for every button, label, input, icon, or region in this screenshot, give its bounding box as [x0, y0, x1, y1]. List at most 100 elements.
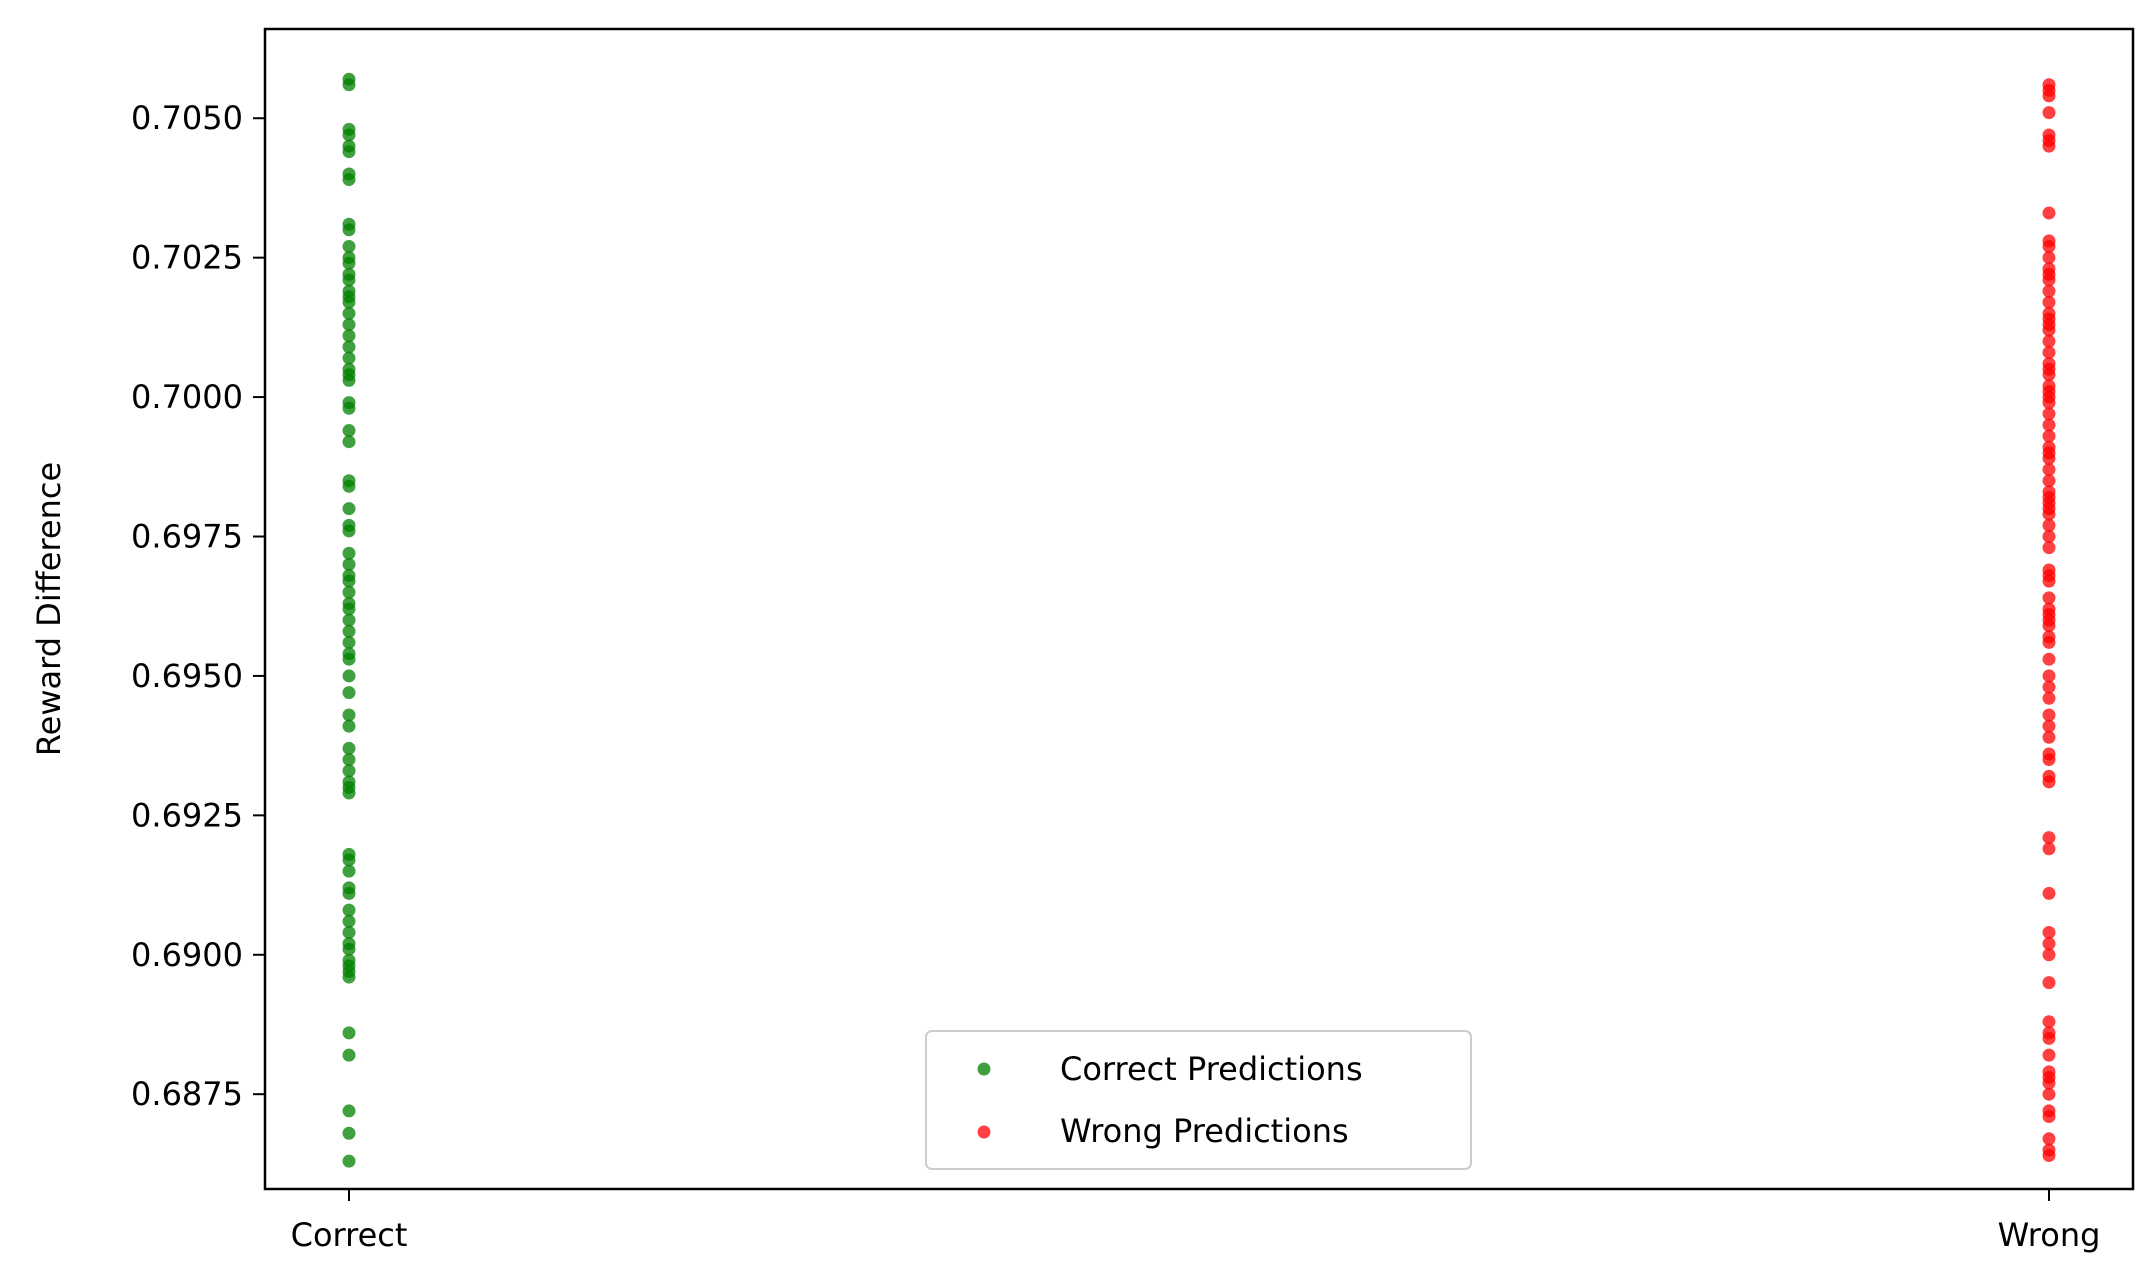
point-correct — [342, 652, 356, 666]
point-correct — [342, 240, 356, 253]
legend-label-wrong: Wrong Predictions — [1060, 1112, 1349, 1150]
point-wrong — [2042, 418, 2056, 432]
point-correct — [342, 318, 356, 332]
point-correct — [342, 719, 356, 733]
point-wrong — [2042, 842, 2056, 856]
point-wrong — [2042, 396, 2056, 410]
point-wrong — [2042, 251, 2056, 265]
point-correct — [342, 613, 356, 627]
point-correct — [342, 273, 356, 287]
point-correct — [342, 1048, 356, 1062]
point-wrong — [2042, 574, 2056, 588]
x-axis: Correct Wrong — [291, 1189, 2101, 1254]
point-correct — [342, 524, 356, 538]
y-tick-label: 0.6900 — [131, 936, 243, 974]
point-correct — [342, 557, 356, 571]
point-correct — [342, 903, 356, 917]
point-correct — [342, 635, 356, 649]
y-tick-label: 0.6975 — [131, 518, 243, 556]
point-wrong — [2042, 530, 2056, 543]
point-correct — [342, 128, 356, 142]
y-tick-label: 0.7050 — [131, 99, 243, 137]
point-correct — [342, 853, 356, 867]
point-wrong — [2042, 368, 2056, 382]
legend-box — [925, 1030, 1472, 1170]
legend-marker-wrong — [977, 1125, 991, 1139]
point-wrong — [2042, 753, 2056, 767]
y-tick-label: 0.6925 — [131, 796, 243, 834]
point-wrong — [2042, 1015, 2056, 1029]
point-wrong — [2042, 407, 2056, 421]
point-correct — [342, 686, 356, 700]
point-correct — [342, 886, 356, 900]
point-wrong — [2042, 635, 2056, 649]
y-axis-label: Reward Difference — [30, 462, 68, 756]
point-wrong — [2042, 669, 2056, 683]
point-wrong — [2042, 284, 2056, 298]
point-wrong — [2042, 775, 2056, 789]
point-wrong — [2042, 680, 2056, 694]
point-wrong — [2042, 345, 2056, 359]
y-axis: 0.6875 0.6900 0.6925 0.6950 0.6975 0.7000 0.70… — [131, 99, 265, 1113]
point-correct — [342, 741, 356, 755]
point-wrong — [2042, 691, 2056, 705]
point-wrong — [2042, 323, 2056, 337]
point-correct — [342, 306, 356, 320]
point-correct — [342, 1104, 356, 1118]
point-correct — [342, 624, 356, 638]
point-correct — [342, 1026, 356, 1040]
legend-label-correct: Correct Predictions — [1060, 1050, 1363, 1088]
point-correct — [342, 329, 356, 343]
point-correct — [342, 479, 356, 493]
point-wrong — [2042, 295, 2056, 309]
point-correct — [342, 145, 356, 159]
y-tick-label: 0.6875 — [131, 1075, 243, 1113]
point-correct — [342, 764, 356, 778]
point-wrong — [2042, 1110, 2056, 1123]
point-wrong — [2042, 1048, 2056, 1062]
point-wrong — [2042, 474, 2056, 488]
point-wrong — [2042, 463, 2056, 477]
point-wrong — [2042, 831, 2056, 845]
point-correct — [342, 502, 356, 516]
point-correct — [342, 546, 356, 560]
y-tick-label: 0.7025 — [131, 239, 243, 277]
point-wrong — [2042, 334, 2056, 348]
point-wrong — [2042, 708, 2056, 722]
point-correct — [342, 574, 356, 588]
point-correct — [342, 585, 356, 599]
point-correct — [342, 602, 356, 616]
point-correct — [342, 708, 356, 722]
point-correct — [342, 351, 356, 365]
point-wrong — [2042, 719, 2056, 733]
point-wrong — [2042, 89, 2056, 103]
point-correct — [342, 786, 356, 800]
point-correct — [342, 1126, 356, 1140]
point-correct — [342, 78, 356, 92]
point-correct — [342, 401, 356, 415]
legend-marker-correct — [977, 1062, 991, 1076]
point-correct — [342, 925, 356, 939]
point-correct — [342, 295, 356, 309]
x-tick-label: Wrong — [1998, 1216, 2101, 1254]
point-wrong — [2042, 730, 2056, 744]
point-wrong — [2042, 886, 2056, 900]
point-wrong — [2042, 429, 2056, 443]
point-correct — [342, 256, 356, 270]
point-wrong — [2042, 1031, 2056, 1045]
point-correct — [342, 669, 356, 683]
x-tick-label: Correct — [291, 1216, 408, 1254]
point-correct — [342, 435, 356, 449]
point-wrong — [2042, 240, 2056, 253]
point-correct — [342, 173, 356, 187]
point-wrong — [2042, 106, 2056, 120]
y-tick-label: 0.7000 — [131, 378, 243, 416]
point-wrong — [2042, 541, 2056, 555]
point-wrong — [2042, 206, 2056, 220]
point-wrong — [2042, 451, 2056, 465]
point-correct — [342, 753, 356, 767]
point-correct — [342, 942, 356, 956]
point-correct — [342, 970, 356, 984]
